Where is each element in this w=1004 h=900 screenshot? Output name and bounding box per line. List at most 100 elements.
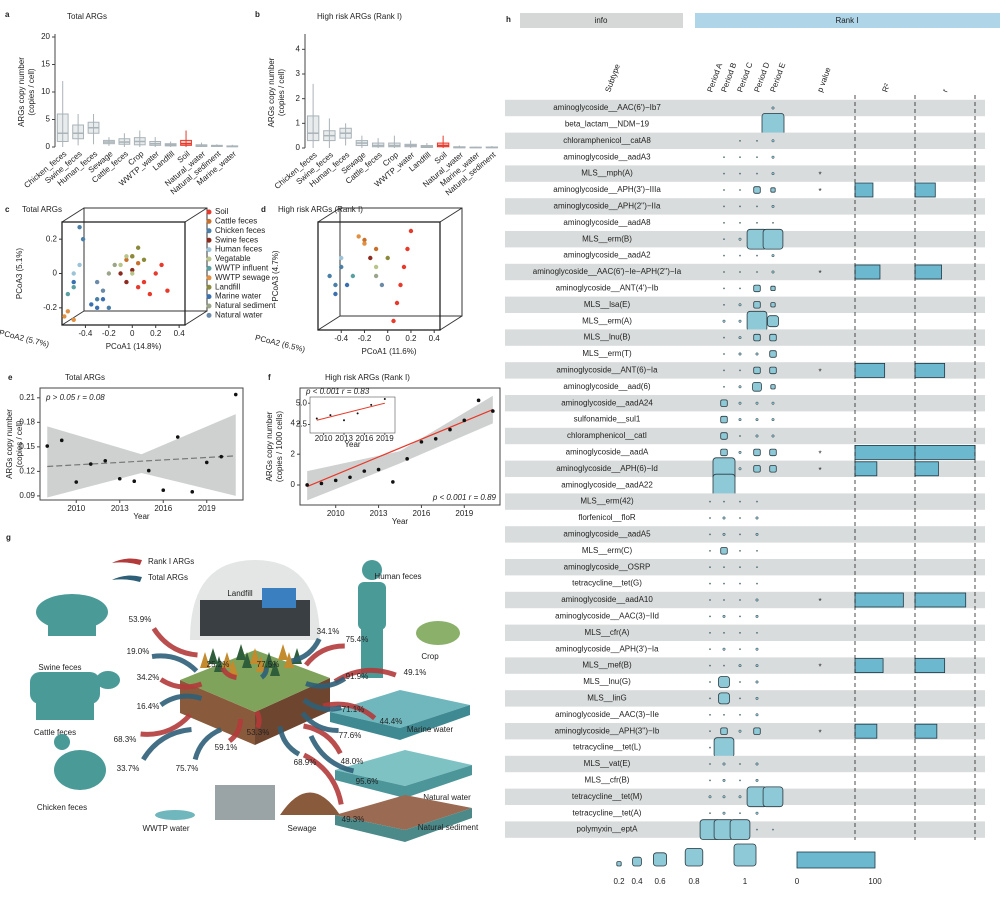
bubble	[738, 319, 742, 323]
r-bar	[914, 461, 939, 477]
total-percent: 19.0%	[127, 647, 150, 656]
source-label: Natural sediment	[418, 823, 479, 832]
row-label: tetracycline__tet(G)	[572, 579, 642, 588]
point	[106, 305, 112, 311]
bar-legend-label: 100	[868, 877, 882, 886]
legend-label: Landfill	[215, 282, 241, 291]
point	[65, 309, 71, 314]
point	[362, 237, 367, 243]
bubble	[756, 156, 758, 158]
bubble	[723, 369, 725, 372]
r-bar	[914, 592, 967, 608]
point	[132, 479, 137, 483]
bubble	[739, 697, 741, 700]
box	[180, 139, 192, 146]
row-label: MLS__cfr(A)	[585, 628, 630, 637]
row-label: beta_lactam__NDM−19	[565, 120, 650, 129]
significance-star: *	[818, 171, 821, 180]
bubble	[720, 399, 728, 407]
point	[135, 261, 141, 266]
bubble	[769, 333, 777, 342]
x-tick-label: 2013	[111, 504, 129, 513]
legend-rank-arrow	[112, 558, 142, 565]
row-label: MLS__erm(42)	[580, 497, 634, 506]
total-percent: 34.1%	[317, 627, 340, 636]
bubble	[738, 336, 742, 339]
legend-label: WWTP sewage	[215, 273, 271, 282]
x-axis-label: PCoA1 (11.6%)	[362, 347, 417, 356]
bubble	[723, 205, 725, 208]
inset-point	[383, 397, 386, 400]
size-legend-label: 0.6	[654, 877, 666, 886]
plot-frame	[299, 387, 501, 506]
point	[305, 483, 309, 487]
legend-label: Chicken feces	[215, 226, 265, 235]
point	[362, 241, 367, 246]
significance-star: *	[818, 368, 821, 377]
size-legend-square	[733, 843, 757, 867]
bubble	[713, 737, 735, 758]
bubble	[738, 352, 742, 356]
bubble	[756, 172, 758, 175]
bubble	[723, 566, 725, 569]
point	[45, 444, 50, 448]
bubble	[739, 779, 741, 782]
legend-swatch	[206, 228, 212, 234]
bubble	[723, 271, 725, 273]
tree	[236, 644, 246, 660]
bubble	[709, 812, 711, 815]
inset-y-tick-label: 2.5	[296, 420, 308, 429]
point	[373, 273, 379, 279]
bubble	[709, 632, 711, 634]
row-band	[505, 231, 985, 248]
x-tick-label: 2016	[154, 504, 172, 513]
x-tick-label: 2013	[370, 509, 388, 518]
point	[350, 273, 356, 279]
x-tick-label: 2010	[327, 509, 345, 518]
crop-icon	[416, 621, 460, 645]
rank-arrow	[302, 752, 344, 805]
bubble	[756, 500, 758, 503]
y-tick-label: 1	[296, 118, 301, 127]
wwtp-plant	[215, 785, 275, 820]
row-label: MLS__linG	[587, 694, 627, 703]
bubble	[738, 795, 742, 799]
tree	[264, 652, 274, 668]
bubble	[753, 186, 761, 194]
bubble	[709, 599, 711, 601]
total-percent: 68.9%	[294, 758, 317, 767]
row-label: aminoglycoside__APH(2'')−IIa	[554, 202, 661, 211]
bubble	[756, 632, 758, 634]
point	[394, 300, 400, 306]
sediment-slab	[335, 795, 472, 830]
bubble	[767, 315, 779, 328]
point	[71, 279, 76, 285]
point	[333, 478, 338, 483]
point	[130, 254, 135, 259]
bubble	[739, 615, 741, 618]
row-label: aminoglycoside__aadA10	[561, 595, 653, 604]
bubble	[755, 352, 759, 356]
bubble	[729, 819, 751, 840]
bubble	[720, 448, 728, 457]
total-arrow	[300, 711, 339, 733]
bubble	[720, 727, 728, 735]
row-band	[505, 526, 985, 543]
bubble	[770, 384, 776, 390]
y-tick-label: 0.2	[46, 234, 58, 243]
group-header: Rank I	[835, 16, 858, 25]
legend-label: Natural sediment	[215, 301, 276, 310]
bubble	[723, 500, 725, 503]
legend-swatch	[206, 265, 212, 271]
row-band	[505, 395, 985, 412]
bubble	[722, 319, 726, 323]
water-slab	[335, 750, 472, 786]
rank-percent: 34.2%	[137, 673, 160, 682]
bubble	[723, 632, 725, 634]
row-label: MLS__mph(A)	[581, 169, 633, 178]
point	[94, 297, 100, 302]
point	[373, 246, 379, 252]
rank-arrow	[151, 627, 198, 658]
point	[89, 302, 94, 307]
legend-swatch	[206, 247, 212, 253]
